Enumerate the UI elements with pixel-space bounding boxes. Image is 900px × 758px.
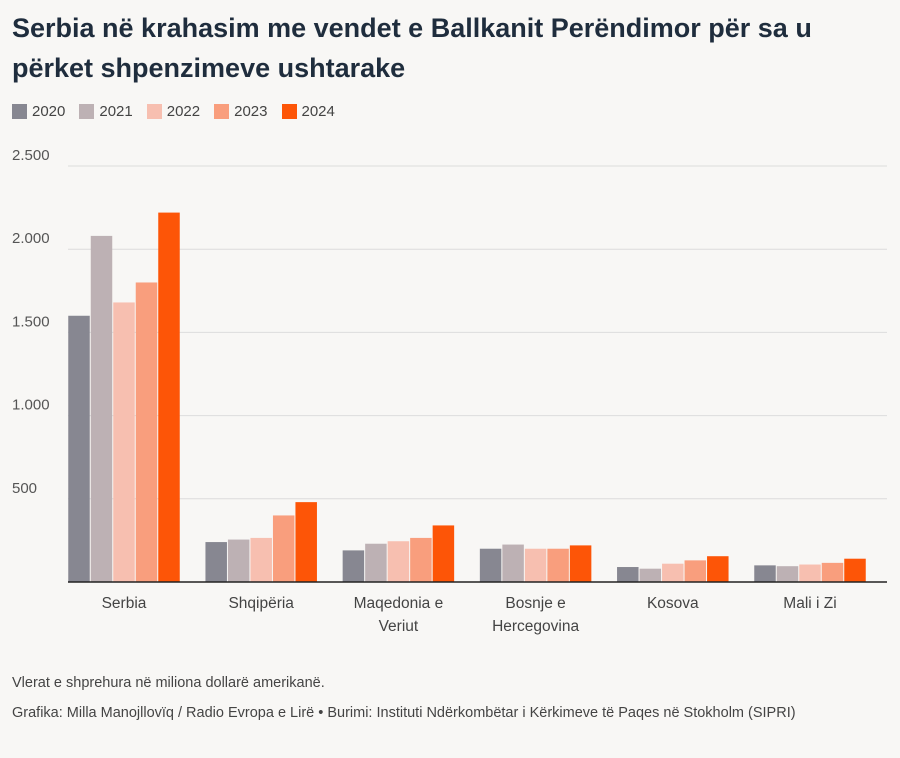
- bar-2022-serbia: [113, 302, 135, 582]
- bar-2022-mali-i-zi: [799, 564, 821, 582]
- bar-2024-mali-i-zi: [844, 558, 866, 582]
- bar-2023-mali-i-zi: [821, 562, 844, 582]
- bar-2022-shqipëria: [250, 537, 272, 582]
- legend-swatch: [79, 104, 95, 119]
- y-tick-label: 500: [12, 480, 37, 497]
- legend-label: 2024: [301, 103, 335, 120]
- category-label: Shqipëria: [228, 595, 294, 612]
- bar-2021-bosnje-e-hercegovina: [502, 544, 524, 582]
- bar-2024-maqedonia-e-veriut: [432, 525, 455, 582]
- chart-legend: 2020 2021 2022 2023 2024: [12, 103, 349, 120]
- legend-label: 2023: [234, 103, 268, 120]
- y-tick-label: 2.500: [12, 147, 50, 164]
- y-tick-label: 1.000: [12, 397, 50, 414]
- legend-item-2024: 2024: [281, 103, 335, 120]
- bar-2023-kosova: [684, 560, 707, 582]
- legend-label: 2020: [32, 103, 66, 120]
- y-tick-label: 2.000: [12, 230, 50, 247]
- legend-item-2021: 2021: [79, 103, 133, 120]
- legend-label: 2022: [166, 103, 201, 120]
- bar-2022-bosnje-e-hercegovina: [524, 548, 547, 582]
- legend-swatch: [12, 104, 27, 119]
- bar-2021-kosova: [639, 568, 662, 582]
- bar-2020-shqipëria: [205, 542, 227, 582]
- bar-2022-maqedonia-e-veriut: [387, 541, 410, 582]
- category-label: Hercegovina: [492, 618, 579, 635]
- legend-swatch: [214, 104, 230, 119]
- bar-2024-bosnje-e-hercegovina: [569, 545, 592, 582]
- legend-swatch: [281, 104, 297, 119]
- legend-item-2022: 2022: [146, 103, 201, 120]
- bar-chart: 500 1.000 1.500 2.000 2.500 Serbia Shqipëria Ma…: [12, 147, 887, 635]
- bar-2021-mali-i-zi: [776, 566, 799, 582]
- category-label: Kosova: [647, 595, 699, 612]
- category-label: Maqedonia e: [354, 595, 444, 612]
- bar-2020-serbia: [68, 315, 90, 582]
- source-credit: Grafika: Milla Manojllovïq / Radio Evrop…: [12, 705, 796, 721]
- legend-item-2020: 2020: [12, 103, 65, 120]
- bar-2020-bosnje-e-hercegovina: [479, 548, 502, 582]
- bar-2021-serbia: [90, 235, 113, 582]
- legend-swatch: [146, 104, 162, 119]
- bar-2020-mali-i-zi: [754, 565, 776, 582]
- bar-2022-kosova: [662, 563, 684, 582]
- y-tick-label: 1.500: [12, 313, 50, 330]
- bar-2023-shqipëria: [272, 515, 295, 582]
- category-label: Veriut: [379, 618, 419, 635]
- category-label: Bosnje e: [505, 595, 565, 612]
- bar-2023-bosnje-e-hercegovina: [547, 548, 569, 582]
- bar-2023-serbia: [135, 282, 158, 582]
- units-note: Vlerat e shprehura në miliona dollarë am…: [12, 675, 325, 691]
- bar-2023-maqedonia-e-veriut: [410, 537, 432, 582]
- bar-2024-kosova: [707, 556, 729, 582]
- chart-title: Serbia në krahasim me vendet e Ballkanit…: [12, 13, 812, 83]
- bar-2020-kosova: [617, 567, 639, 582]
- category-label: Serbia: [102, 595, 147, 612]
- bar-2020-maqedonia-e-veriut: [342, 550, 365, 582]
- category-label: Mali i Zi: [783, 595, 836, 612]
- bar-2021-maqedonia-e-veriut: [365, 543, 387, 582]
- legend-item-2023: 2023: [214, 103, 268, 120]
- chart-footer: Vlerat e shprehura në miliona dollarë am…: [12, 672, 892, 732]
- bar-2024-shqipëria: [295, 502, 317, 582]
- legend-label: 2021: [99, 103, 133, 120]
- bar-2021-shqipëria: [227, 539, 250, 582]
- bar-2024-serbia: [158, 212, 180, 582]
